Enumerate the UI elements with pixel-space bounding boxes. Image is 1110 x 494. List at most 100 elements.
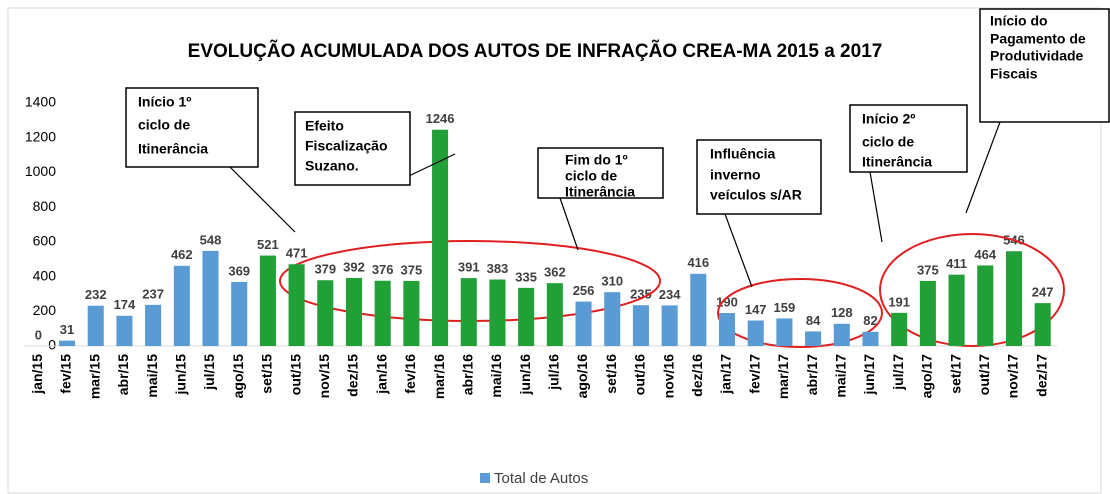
x-tick-label: out/16 xyxy=(632,354,648,395)
value-label: 383 xyxy=(487,261,509,276)
annotation-text: ciclo de xyxy=(138,117,190,133)
x-tick-label: mar/16 xyxy=(431,354,447,399)
value-label: 159 xyxy=(774,300,796,315)
bar xyxy=(919,280,936,346)
x-tick-label: mai/17 xyxy=(832,354,848,398)
bar xyxy=(317,280,334,346)
annotation-text: Produtividade xyxy=(990,48,1084,64)
bar xyxy=(59,340,76,346)
value-label: 235 xyxy=(630,287,652,302)
x-tick-label: ago/15 xyxy=(230,354,246,399)
y-tick-label: 1000 xyxy=(25,163,56,179)
bar xyxy=(202,250,219,346)
bar xyxy=(518,287,535,346)
bar xyxy=(546,283,563,346)
x-tick-label: jul/15 xyxy=(201,354,217,391)
value-label: 462 xyxy=(171,247,193,262)
annotation-text: Suzano. xyxy=(305,158,359,174)
annotation-text: Início 2º xyxy=(862,111,915,127)
y-tick-label: 1400 xyxy=(25,94,56,110)
x-tick-label: dez/17 xyxy=(1033,354,1049,397)
annotation-text: inverno xyxy=(710,167,761,183)
bar xyxy=(374,280,391,346)
bar xyxy=(977,265,994,346)
value-label: 416 xyxy=(687,255,709,270)
value-label: 362 xyxy=(544,265,566,280)
value-label: 256 xyxy=(573,283,595,298)
x-tick-label: nov/15 xyxy=(316,354,332,399)
bar xyxy=(116,315,133,346)
x-tick-label: jul/16 xyxy=(546,354,562,391)
x-tick-label: nov/17 xyxy=(1005,354,1021,399)
annotation-text: Influência xyxy=(710,146,776,162)
bar xyxy=(259,255,276,346)
x-tick-label: jan/15 xyxy=(29,354,45,395)
x-tick-label: mar/17 xyxy=(775,354,791,399)
bar xyxy=(862,331,879,346)
bar xyxy=(776,318,793,346)
bar xyxy=(1034,303,1051,346)
bar xyxy=(948,274,965,346)
x-tick-label: out/15 xyxy=(287,354,303,395)
callout-box xyxy=(849,104,968,173)
x-tick-label: jan/16 xyxy=(373,354,389,395)
value-label: 379 xyxy=(314,262,336,277)
x-tick-label: abr/17 xyxy=(804,354,820,395)
callout-pointer xyxy=(724,213,753,288)
callout-box xyxy=(696,139,822,215)
x-tick-label: jun/17 xyxy=(861,354,877,396)
value-label: 84 xyxy=(806,313,821,328)
value-label: 247 xyxy=(1032,285,1054,300)
value-label: 375 xyxy=(401,262,423,277)
x-tick-label: abr/16 xyxy=(459,354,475,395)
bar xyxy=(661,305,678,346)
value-label: 411 xyxy=(946,256,967,271)
bar xyxy=(632,305,649,346)
value-label: 391 xyxy=(458,260,480,275)
x-tick-label: out/17 xyxy=(976,354,992,395)
bar xyxy=(432,129,449,346)
bar xyxy=(460,278,477,346)
value-label: 310 xyxy=(601,274,623,289)
annotation-text: ciclo de xyxy=(862,134,914,150)
y-tick-label: 0 xyxy=(48,337,56,353)
value-label: 375 xyxy=(917,262,939,277)
value-label: 147 xyxy=(745,302,767,317)
annotation-text: Fiscalização xyxy=(305,138,388,154)
bar xyxy=(575,301,592,346)
x-tick-label: jul/17 xyxy=(890,354,906,391)
callout-pointer xyxy=(965,121,1001,214)
y-tick-label: 1200 xyxy=(25,128,56,144)
x-tick-label: abr/15 xyxy=(115,354,131,395)
bar xyxy=(145,304,162,346)
callout-box xyxy=(125,87,259,168)
bar xyxy=(604,292,621,346)
x-tick-label: set/16 xyxy=(603,354,619,394)
bar xyxy=(345,277,363,346)
bar xyxy=(718,313,736,346)
value-label: 0 xyxy=(35,327,42,342)
callout-box xyxy=(537,147,664,199)
value-label: 521 xyxy=(257,237,279,252)
annotation-text: Pagamento de xyxy=(990,31,1086,47)
ellipse xyxy=(717,278,883,348)
legend-swatch xyxy=(480,473,490,483)
value-label: 191 xyxy=(888,294,910,309)
bar xyxy=(690,273,707,346)
bar xyxy=(87,305,104,346)
y-tick-label: 800 xyxy=(33,198,57,214)
bar xyxy=(403,280,420,346)
x-tick-label: fev/15 xyxy=(58,354,74,394)
value-label: 464 xyxy=(974,247,996,262)
x-tick-label: jun/15 xyxy=(173,354,189,396)
bar xyxy=(747,320,764,346)
value-label: 82 xyxy=(863,313,877,328)
annotation-text: Início 1º xyxy=(138,94,191,110)
value-label: 548 xyxy=(200,232,222,247)
x-tick-label: jan/17 xyxy=(718,354,734,395)
annotation-text: ciclo de xyxy=(565,168,617,184)
x-tick-label: fev/16 xyxy=(402,354,418,394)
x-tick-label: nov/16 xyxy=(660,354,676,399)
